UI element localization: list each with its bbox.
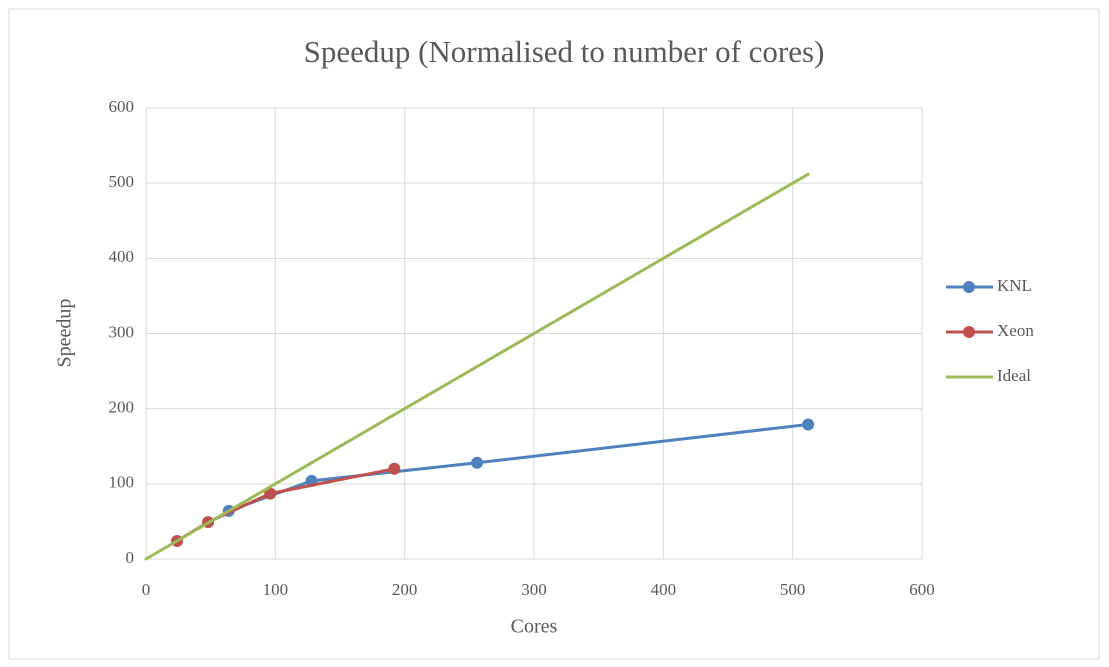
y-tick-label: 300: [109, 322, 135, 341]
chart-title: Speedup (Normalised to number of cores): [304, 34, 825, 69]
data-point: [388, 462, 401, 475]
legend-marker: [963, 326, 975, 338]
y-tick-label: 500: [109, 172, 135, 191]
x-tick-label: 300: [521, 580, 547, 599]
y-tick-label: 200: [109, 398, 135, 417]
x-tick-label: 0: [142, 580, 151, 599]
x-tick-label: 100: [263, 580, 289, 599]
series-line: [144, 172, 810, 561]
x-tick-label: 400: [651, 580, 677, 599]
legend-label: KNL: [997, 276, 1032, 295]
x-tick-label: 500: [780, 580, 806, 599]
legend-label: Xeon: [997, 321, 1034, 340]
data-point: [802, 418, 815, 431]
y-tick-label: 100: [109, 473, 135, 492]
data-point: [264, 487, 277, 500]
y-tick-label: 600: [109, 97, 135, 116]
legend-label: Ideal: [997, 366, 1031, 385]
y-tick-label: 0: [126, 548, 135, 567]
x-tick-label: 200: [392, 580, 418, 599]
y-tick-label: 400: [109, 247, 135, 266]
x-tick-label: 600: [909, 580, 935, 599]
x-axis-title: Cores: [511, 616, 558, 638]
data-point: [471, 456, 484, 469]
legend-marker: [963, 281, 975, 293]
y-axis-title: Speedup: [54, 299, 76, 368]
